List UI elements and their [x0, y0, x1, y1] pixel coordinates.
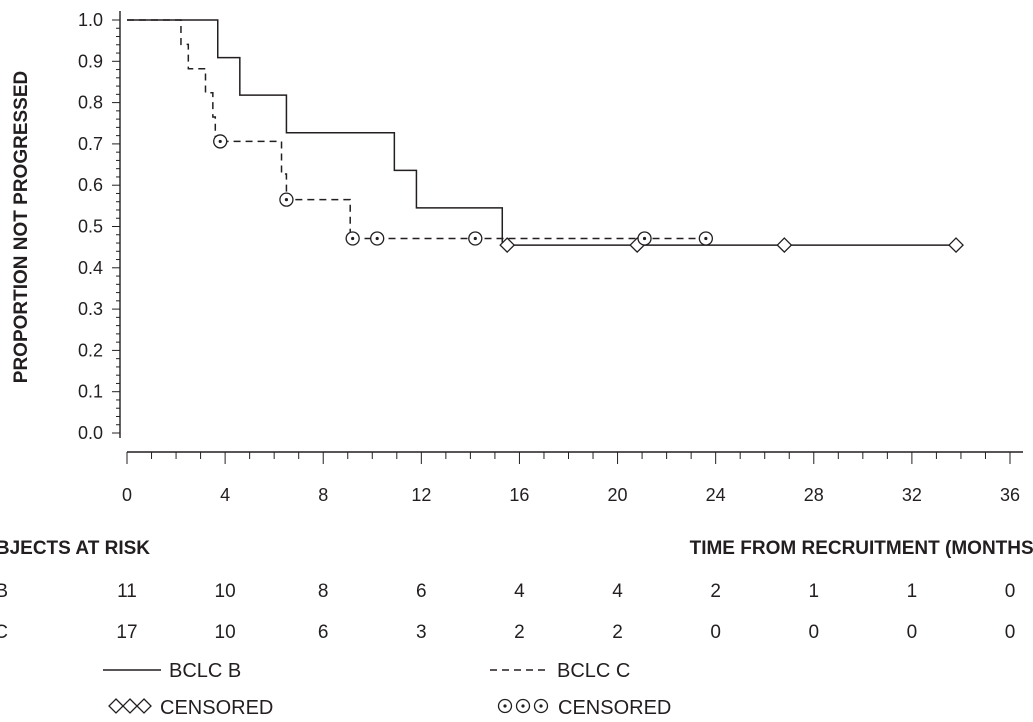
axes: 0.0 0.1 0.2 0.3 0.4 0.5 0.6 0.7 0.8 0.9 1.0 0 4 8 12 16…: [78, 10, 1023, 505]
y-tick-label: 0.3: [78, 299, 103, 319]
risk-count: 4: [514, 581, 525, 602]
y-tick-label: 0.1: [78, 382, 103, 402]
legend-label: BCLC B: [169, 660, 241, 682]
y-tick-label: 0.6: [78, 175, 103, 195]
y-tick-label: 0.2: [78, 340, 103, 360]
y-tick-label: 0.0: [78, 423, 103, 443]
legend-label: CENSORED: [160, 697, 273, 719]
x-tick-label: 32: [902, 485, 922, 505]
risk-count: 2: [612, 622, 623, 643]
x-tick-label: 0: [122, 485, 132, 505]
y-tick-label: 0.5: [78, 217, 103, 237]
y-tick-label: 0.7: [78, 134, 103, 154]
risk-count: 3: [416, 622, 427, 643]
y-axis-label: PROPORTION NOT PROGRESSED: [11, 71, 32, 383]
legend-label: CENSORED: [558, 697, 671, 719]
risk-count: 11: [117, 581, 137, 602]
x-tick-label: 4: [220, 485, 230, 505]
x-tick-label: 36: [1000, 485, 1020, 505]
x-tick-label: 16: [509, 485, 529, 505]
risk-count: 0: [907, 622, 918, 643]
x-tick-label: 8: [318, 485, 328, 505]
risk-count: 0: [710, 622, 721, 643]
legend-diamond-icon: [136, 698, 152, 714]
y-tick-label: 0.9: [78, 51, 103, 71]
censor-mark: [499, 237, 516, 254]
censor-mark: [698, 231, 714, 246]
risk-count: 0: [808, 622, 819, 643]
censor-dot: [539, 704, 543, 708]
legend-circle-icon: [497, 698, 513, 714]
y-tick-label: 1.0: [78, 10, 103, 30]
risk-count: 0: [1005, 581, 1016, 602]
risk-count: 8: [318, 581, 329, 602]
risk-count: 2: [514, 622, 525, 643]
legend-diamond-icon: [122, 698, 138, 714]
legend-diamond-icon: [108, 698, 124, 714]
censor-mark: [468, 231, 483, 246]
series-line: [127, 19, 957, 246]
risk-count: 6: [318, 622, 329, 643]
risk-count: 0: [1005, 622, 1016, 643]
y-tick-label: 0.8: [78, 93, 103, 113]
x-tick-label: 12: [411, 485, 431, 505]
censor-mark: [370, 231, 385, 246]
x-tick-label: 24: [706, 485, 726, 505]
risk-table-heading: SUBJECTS AT RISK: [0, 538, 150, 559]
risk-table: SUBJECTS AT RISK TIME FROM RECRUITMENT (…: [0, 538, 1033, 643]
censor-dot: [473, 236, 477, 241]
censor-mark: [948, 237, 964, 254]
censor-mark: [213, 134, 228, 149]
legend-circle-icon: [515, 698, 531, 714]
censor-dot: [218, 139, 222, 144]
legend-label: BCLC C: [557, 660, 630, 682]
x-tick-label: 20: [608, 485, 628, 505]
series-bclc-b: [127, 19, 964, 254]
series-layer: [127, 19, 964, 254]
x-tick-label: 28: [804, 485, 824, 505]
y-tick-label: 0.4: [78, 258, 103, 278]
censor-mark: [279, 192, 294, 207]
risk-count: 6: [416, 581, 427, 602]
series-line: [127, 19, 706, 240]
risk-count: 1: [808, 581, 819, 602]
risk-count: 4: [612, 581, 623, 602]
risk-count: 17: [116, 622, 137, 643]
risk-count: 2: [710, 581, 721, 602]
censor-dot: [284, 198, 289, 202]
risk-row-label: BCLC B: [0, 581, 8, 602]
risk-count: 10: [215, 622, 236, 643]
censor-dot: [704, 236, 708, 241]
x-axis-label: TIME FROM RECRUITMENT (MONTHS): [690, 538, 1033, 559]
legend: BCLC B BCLC C CENSORED CENSORED: [103, 660, 671, 719]
censor-dot: [375, 236, 379, 241]
series-bclc-c: [127, 19, 714, 246]
censor-dot: [503, 704, 507, 708]
censor-dot: [521, 704, 525, 708]
risk-count: 1: [907, 581, 918, 602]
legend-circle-icon: [533, 698, 549, 714]
censor-mark: [345, 231, 360, 246]
risk-row-label: BCLC C: [0, 622, 8, 643]
censor-dot: [351, 236, 355, 241]
censor-mark: [637, 231, 652, 246]
censor-mark: [776, 237, 793, 254]
censor-dot: [642, 236, 647, 241]
risk-count: 10: [215, 581, 236, 602]
